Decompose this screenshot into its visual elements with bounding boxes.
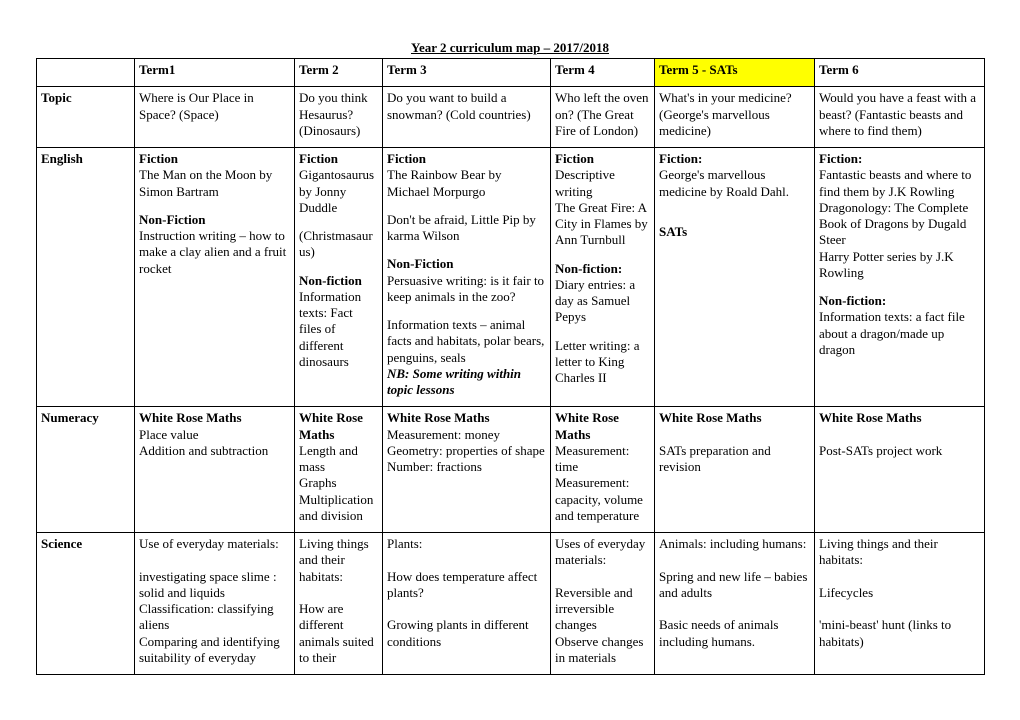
nb-note: NB: Some writing within topic lessons xyxy=(387,366,546,399)
english-t5: Fiction: George's marvellous medicine by… xyxy=(655,148,815,407)
header-term5-sats: Term 5 - SATs xyxy=(655,59,815,87)
fiction-text: The Rainbow Bear by Michael Morpurgo xyxy=(387,167,546,200)
nonfiction-text: Information texts: a fact file about a d… xyxy=(819,309,980,358)
nonfiction-text: Instruction writing – how to make a clay… xyxy=(139,228,290,277)
header-term6: Term 6 xyxy=(815,59,985,87)
english-t3: Fiction The Rainbow Bear by Michael Morp… xyxy=(383,148,551,407)
fiction-text: Descriptive writing xyxy=(555,167,650,200)
topic-label: Topic xyxy=(37,87,135,148)
maths-heading: White Rose Maths xyxy=(659,410,810,426)
maths-body: Measurement: moneyGeometry: properties o… xyxy=(387,427,546,476)
numeracy-t2: White Rose Maths Length and massGraphsMu… xyxy=(295,407,383,533)
fiction-text: Gigantosaurus by Jonny Duddle xyxy=(299,167,378,216)
fiction-text: George's marvellous medicine by Roald Da… xyxy=(659,167,810,200)
topic-t4: Who left the oven on? (The Great Fire of… xyxy=(551,87,655,148)
nonfiction-heading: Non-fiction xyxy=(299,273,378,289)
fiction-text: Harry Potter series by J.K Rowling xyxy=(819,249,980,282)
maths-heading: White Rose Maths xyxy=(555,410,650,443)
fiction-heading: Fiction: xyxy=(819,151,980,167)
nonfiction-heading: Non-Fiction xyxy=(387,256,546,272)
fiction-text: Fantastic beasts and where to find them … xyxy=(819,167,980,200)
fiction-text: (Christmasaurus) xyxy=(299,228,378,261)
english-t4: Fiction Descriptive writing The Great Fi… xyxy=(551,148,655,407)
fiction-text: Dragonology: The Complete Book of Dragon… xyxy=(819,200,980,249)
numeracy-row: Numeracy White Rose Maths Place valueAdd… xyxy=(37,407,985,533)
maths-heading: White Rose Maths xyxy=(387,410,546,426)
science-t2: Living things and their habitats: How ar… xyxy=(295,533,383,675)
topic-t6: Would you have a feast with a beast? (Fa… xyxy=(815,87,985,148)
topic-row: Topic Where is Our Place in Space? (Spac… xyxy=(37,87,985,148)
maths-body: Length and massGraphsMultiplication and … xyxy=(299,443,378,524)
topic-t3: Do you want to build a snowman? (Cold co… xyxy=(383,87,551,148)
maths-heading: White Rose Maths xyxy=(139,410,290,426)
topic-t5: What's in your medicine? (George's marve… xyxy=(655,87,815,148)
english-label: English xyxy=(37,148,135,407)
science-t3: Plants: How does temperature affect plan… xyxy=(383,533,551,675)
header-blank xyxy=(37,59,135,87)
maths-heading: White Rose Maths xyxy=(819,410,980,426)
fiction-text: The Man on the Moon by Simon Bartram xyxy=(139,167,290,200)
numeracy-t6: White Rose Maths Post-SATs project work xyxy=(815,407,985,533)
maths-body: SATs preparation and revision xyxy=(659,427,810,476)
fiction-heading: Fiction xyxy=(555,151,650,167)
science-label: Science xyxy=(37,533,135,675)
numeracy-t1: White Rose Maths Place valueAddition and… xyxy=(135,407,295,533)
header-term1: Term1 xyxy=(135,59,295,87)
fiction-heading: Fiction xyxy=(387,151,546,167)
header-term3: Term 3 xyxy=(383,59,551,87)
maths-body: Measurement: timeMeasurement: capacity, … xyxy=(555,443,650,524)
nonfiction-text: Diary entries: a day as Samuel Pepys xyxy=(555,277,650,326)
curriculum-table: Term1 Term 2 Term 3 Term 4 Term 5 - SATs… xyxy=(36,58,985,675)
science-row: Science Use of everyday materials: inves… xyxy=(37,533,985,675)
maths-body: Post-SATs project work xyxy=(819,427,980,460)
numeracy-label: Numeracy xyxy=(37,407,135,533)
numeracy-t3: White Rose Maths Measurement: moneyGeome… xyxy=(383,407,551,533)
english-row: English Fiction The Man on the Moon by S… xyxy=(37,148,985,407)
nonfiction-heading: Non-fiction: xyxy=(555,261,650,277)
science-t1: Use of everyday materials: investigating… xyxy=(135,533,295,675)
fiction-heading: Fiction xyxy=(299,151,378,167)
fiction-text: Don't be afraid, Little Pip by karma Wil… xyxy=(387,212,546,245)
topic-t1: Where is Our Place in Space? (Space) xyxy=(135,87,295,148)
header-term4: Term 4 xyxy=(551,59,655,87)
numeracy-t5: White Rose Maths SATs preparation and re… xyxy=(655,407,815,533)
nonfiction-heading: Non-fiction: xyxy=(819,293,980,309)
nonfiction-text: Persuasive writing: is it fair to keep a… xyxy=(387,273,546,306)
nonfiction-text: Letter writing: a letter to King Charles… xyxy=(555,338,650,387)
fiction-text: The Great Fire: A City in Flames by Ann … xyxy=(555,200,650,249)
english-t1: Fiction The Man on the Moon by Simon Bar… xyxy=(135,148,295,407)
nonfiction-text: Information texts: Fact files of differe… xyxy=(299,289,378,370)
fiction-heading: Fiction: xyxy=(659,151,810,167)
header-term2: Term 2 xyxy=(295,59,383,87)
nonfiction-heading: Non-Fiction xyxy=(139,212,290,228)
nonfiction-text: Information texts – animal facts and hab… xyxy=(387,317,546,366)
maths-heading: White Rose Maths xyxy=(299,410,378,443)
header-row: Term1 Term 2 Term 3 Term 4 Term 5 - SATs… xyxy=(37,59,985,87)
numeracy-t4: White Rose Maths Measurement: timeMeasur… xyxy=(551,407,655,533)
english-t2: Fiction Gigantosaurus by Jonny Duddle (C… xyxy=(295,148,383,407)
science-t6: Living things and their habitats: Lifecy… xyxy=(815,533,985,675)
topic-t2: Do you think Hesaurus? (Dinosaurs) xyxy=(295,87,383,148)
english-t6: Fiction: Fantastic beasts and where to f… xyxy=(815,148,985,407)
science-t4: Uses of everyday materials: Reversible a… xyxy=(551,533,655,675)
fiction-heading: Fiction xyxy=(139,151,290,167)
maths-body: Place valueAddition and subtraction xyxy=(139,427,290,460)
page-title: Year 2 curriculum map – 2017/2018 xyxy=(36,40,984,56)
sats-heading: SATs xyxy=(659,224,810,240)
science-t5: Animals: including humans: Spring and ne… xyxy=(655,533,815,675)
